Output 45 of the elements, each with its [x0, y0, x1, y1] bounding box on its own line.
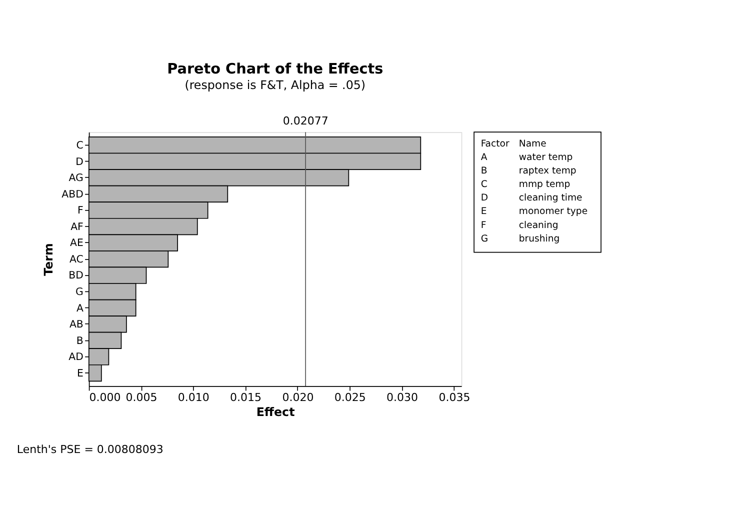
y-tick-label: BD [68, 270, 84, 282]
x-tick-label: 0.000 [89, 390, 121, 404]
text: brushing [518, 233, 560, 244]
y-tick-label: AG [68, 173, 84, 184]
text: A [480, 152, 488, 164]
y-tick-label: F [78, 206, 84, 217]
x-tick-label: 0.025 [334, 390, 366, 404]
text: Name [518, 138, 547, 150]
y-tick-label: A [76, 303, 84, 314]
y-tick-label: E [76, 368, 84, 380]
y-tick-label: AE [70, 238, 84, 250]
x-tick-label: 0.035 [438, 390, 470, 404]
x-tick-label: 0.030 [386, 390, 418, 404]
y-tick-label: G [76, 287, 84, 298]
text: Factor [480, 138, 510, 150]
text: mmp temp [518, 179, 570, 190]
y-tick-label: AF [70, 222, 84, 233]
x-tick-label: 0.020 [282, 390, 314, 404]
x-tick-label: 0.010 [178, 390, 210, 404]
text: C [480, 179, 488, 190]
text: cleaning [518, 220, 558, 231]
y-axis-title: Term [41, 243, 56, 276]
x-axis-title: Effect [256, 405, 296, 420]
y-tick-label: AD [68, 352, 84, 364]
y-tick-label: ABD [62, 189, 84, 200]
x-tick-label: 0.005 [126, 390, 158, 404]
text: Lenth's PSE = 0.00808093 [16, 442, 164, 456]
y-tick-label: AB [69, 320, 84, 331]
text: monomer type [518, 206, 588, 218]
text: water temp [518, 152, 573, 164]
chart-subtitle: (response is F&T, Alpha = .05) [184, 78, 366, 92]
text: F [480, 220, 486, 231]
y-tick-label: AC [70, 254, 84, 266]
ref-line-label: 0.02077 [282, 114, 328, 128]
text: raptex temp [518, 166, 576, 177]
text: G [480, 233, 488, 244]
y-tick-label: B [76, 336, 84, 347]
chart-title: Pareto Chart of the Effects [167, 62, 384, 78]
y-tick-label: D [76, 156, 84, 168]
text: cleaning time [518, 192, 583, 204]
x-tick-label: 0.015 [230, 390, 262, 404]
text: E [480, 206, 487, 218]
y-tick-label: C [76, 140, 84, 152]
text: B [480, 166, 488, 177]
text: D [480, 192, 488, 204]
